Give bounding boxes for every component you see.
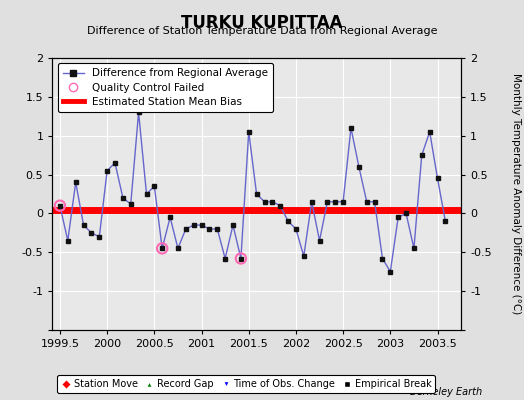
Text: TURKU KUPITTAA: TURKU KUPITTAA xyxy=(181,14,343,32)
Point xyxy=(158,245,167,252)
Point xyxy=(56,202,64,209)
Y-axis label: Monthly Temperature Anomaly Difference (°C): Monthly Temperature Anomaly Difference (… xyxy=(511,73,521,315)
Text: Difference of Station Temperature Data from Regional Average: Difference of Station Temperature Data f… xyxy=(87,26,437,36)
Text: Berkeley Earth: Berkeley Earth xyxy=(410,387,482,397)
Legend: Difference from Regional Average, Quality Control Failed, Estimated Station Mean: Difference from Regional Average, Qualit… xyxy=(58,63,273,112)
Point xyxy=(237,255,245,262)
Legend: Station Move, Record Gap, Time of Obs. Change, Empirical Break: Station Move, Record Gap, Time of Obs. C… xyxy=(57,375,435,393)
